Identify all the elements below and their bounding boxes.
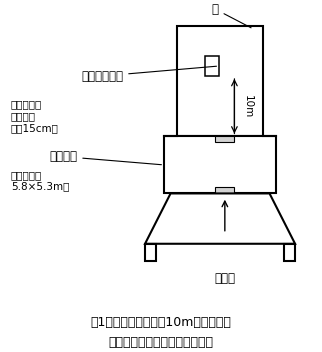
- Polygon shape: [164, 137, 276, 194]
- Text: 〔間口１ｍ
奥行１ｍ
高さ15cm〕: 〔間口１ｍ 奥行１ｍ 高さ15cm〕: [11, 100, 59, 133]
- Text: 捕獲施設: 捕獲施設: [49, 150, 161, 165]
- Bar: [205, 56, 219, 76]
- Polygon shape: [215, 137, 234, 143]
- Polygon shape: [145, 244, 156, 260]
- Text: 図1　捕獲時間および10mロープ誘導: 図1 捕獲時間および10mロープ誘導: [90, 316, 232, 329]
- Polygon shape: [177, 26, 263, 137]
- Polygon shape: [215, 187, 234, 194]
- Text: 待機場: 待機場: [214, 272, 235, 285]
- Polygon shape: [145, 194, 295, 244]
- Text: ベニア板製台: ベニア板製台: [81, 66, 216, 83]
- Text: 〔牛衝器室
5.8×5.3m〕: 〔牛衝器室 5.8×5.3m〕: [11, 170, 69, 191]
- Polygon shape: [284, 244, 295, 260]
- Text: 10m: 10m: [242, 95, 252, 118]
- Text: 時間の測定に用いた施設の概略: 時間の測定に用いた施設の概略: [109, 336, 213, 349]
- Text: 棚: 棚: [212, 3, 251, 28]
